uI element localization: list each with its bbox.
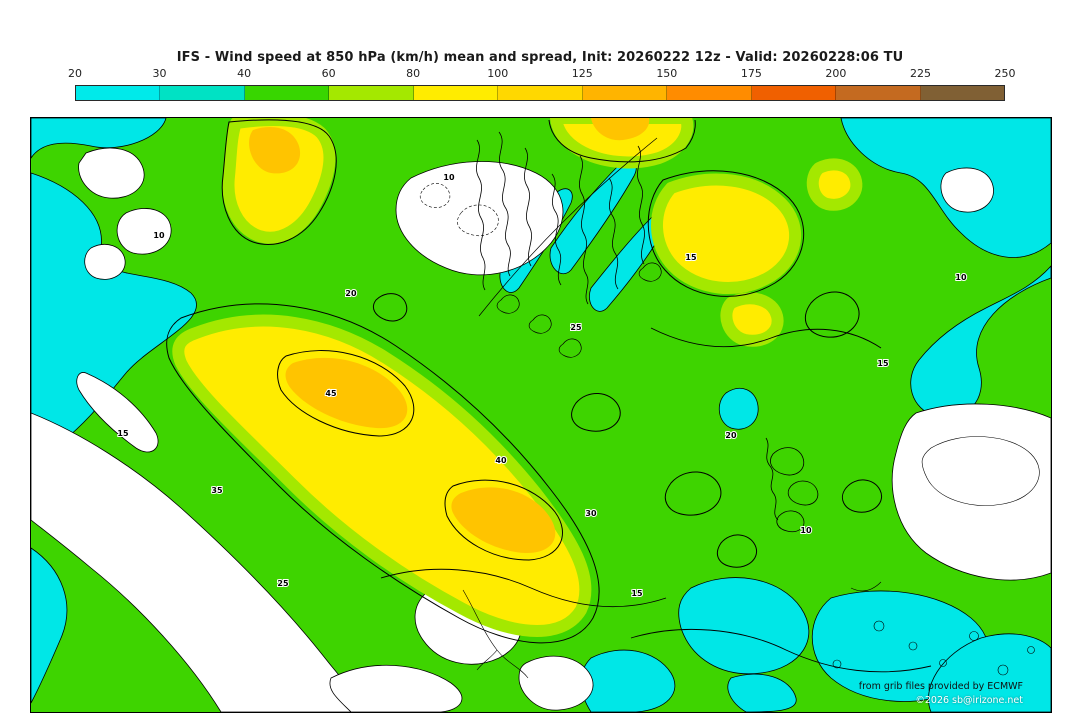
colorbar-tick: 20 [68,67,82,80]
colorbar [75,85,1005,101]
contour-label: 45 [325,389,337,398]
colorbar-segment [836,86,921,100]
weather-map: 10 20 45 40 25 15 15 25 15 10 10 10 35 20 15 30 from gr… [30,117,1052,713]
contour-label: 15 [685,253,697,262]
colorbar-tick-labels: 20 30 40 60 80 100 125 150 175 200 225 250 [68,67,1016,81]
contour-label: 30 [585,509,597,518]
colorbar-segment [667,86,752,100]
contour-label: 40 [495,456,507,465]
colorbar-tick: 125 [571,67,593,80]
colorbar-segment [244,86,330,100]
colorbar-segment [498,86,583,100]
contour-label: 10 [443,173,455,182]
coastlines [462,436,1040,679]
chart-title: IFS - Wind speed at 850 hPa (km/h) mean … [176,50,904,65]
colorbar-tick: 250 [994,67,1016,80]
contour-label: 15 [631,589,643,598]
colorbar-segment [413,86,499,100]
colorbar-segment [160,86,245,100]
colorbar-tick: 200 [825,67,847,80]
contour-label: 25 [570,323,582,332]
attribution-copyright: ©2026 sb@irizone.net [915,695,1023,706]
colorbar-tick: 150 [656,67,678,80]
colorbar-tick: 40 [237,67,252,80]
contour-label: 20 [345,289,357,298]
contour-label: 10 [955,273,967,282]
colorbar-segment [329,86,414,100]
colorbar-tick: 30 [152,67,167,80]
wind-20-30-regions [31,118,1051,712]
contour-label: 15 [117,429,129,438]
wind-100-125-regions [249,118,650,554]
contour-lines [166,119,932,673]
colorbar-tick: 60 [321,67,336,80]
colorbar-tick: 80 [406,67,421,80]
colorbar-segment [920,86,1004,100]
contour-label: 20 [725,431,737,440]
contour-label: 10 [153,231,165,240]
contour-label: 10 [800,526,812,535]
colorbar-segment [582,86,668,100]
colorbar-tick: 225 [909,67,931,80]
map-svg: 10 20 45 40 25 15 15 25 15 10 10 10 35 20 15 30 [31,118,1051,712]
contour-label: 25 [277,579,289,588]
contour-label: 35 [211,486,223,495]
colorbar-segment [751,86,837,100]
contour-label: 15 [877,359,889,368]
colorbar-tick: 175 [740,67,762,80]
contour-label-group: 10 20 45 40 25 15 15 25 15 10 10 10 35 20 15 30 [116,172,968,599]
colorbar-tick: 100 [487,67,509,80]
attribution-source: from grib files provided by ECMWF [858,681,1023,692]
wind-80-100-regions [172,118,863,637]
colorbar-segment [76,86,161,100]
